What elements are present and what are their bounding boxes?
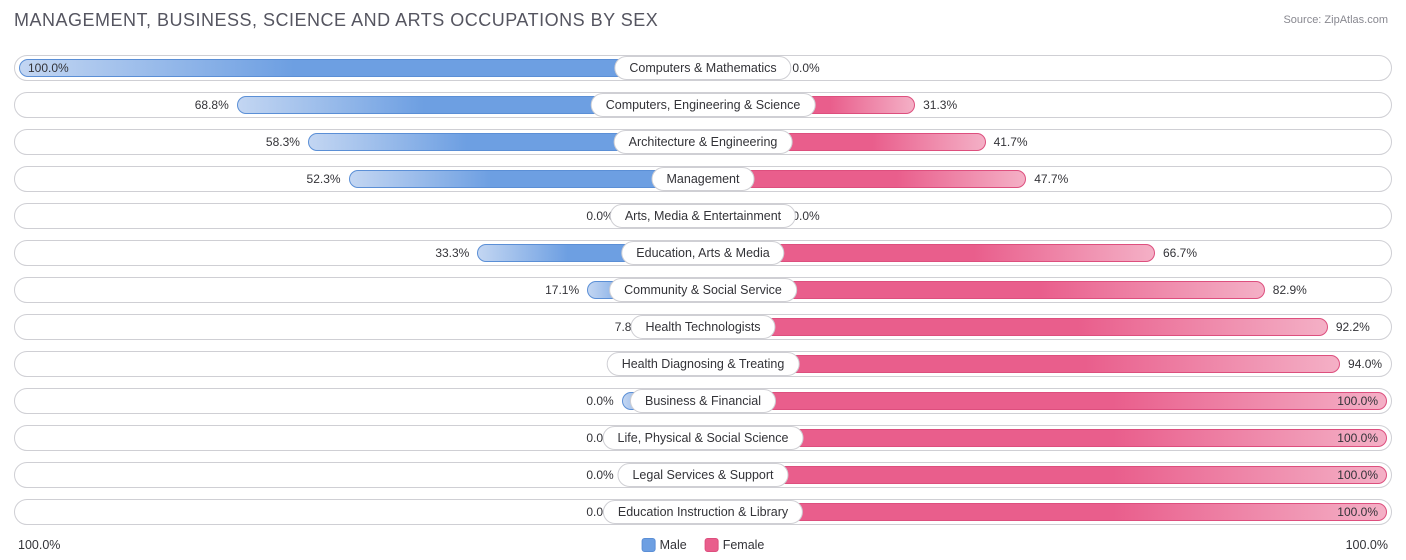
axis-right-label: 100.0% [1346,538,1388,552]
category-label: Computers, Engineering & Science [591,93,816,117]
male-value: 52.3% [307,172,341,186]
female-swatch [705,538,719,552]
female-half: 94.0% [703,352,1391,376]
diverging-bar-chart: 100.0%0.0%Computers & Mathematics68.8%31… [14,55,1392,525]
legend-female-label: Female [723,538,765,552]
male-half: 58.3% [15,130,703,154]
male-half: 7.8% [15,315,703,339]
chart-title: MANAGEMENT, BUSINESS, SCIENCE AND ARTS O… [14,10,1392,31]
male-value: 33.3% [435,246,469,260]
female-half: 100.0% [703,389,1391,413]
female-bar: 100.0% [703,392,1387,410]
female-value: 47.7% [1034,172,1068,186]
female-value: 66.7% [1163,246,1197,260]
category-label: Education, Arts & Media [621,241,784,265]
axis-left-label: 100.0% [18,538,60,552]
female-bar: 100.0% [703,503,1387,521]
female-value: 94.0% [1348,357,1382,371]
category-label: Community & Social Service [609,278,797,302]
male-half: 52.3% [15,167,703,191]
male-value: 0.0% [586,394,613,408]
male-value: 68.8% [195,98,229,112]
male-value: 100.0% [28,61,69,75]
category-label: Education Instruction & Library [603,500,803,524]
male-swatch [642,538,656,552]
chart-row: 100.0% 0.0%Computers & Mathematics [14,55,1392,81]
female-value: 41.7% [994,135,1028,149]
male-half: 33.3% [15,241,703,265]
chart-row: 58.3% 41.7% Architecture & Engineering [14,129,1392,155]
male-half: 0.0% [15,204,703,228]
category-label: Business & Financial [630,389,776,413]
male-half: 17.1% [15,278,703,302]
legend-male: Male [642,538,687,552]
male-half: 6.0% [15,352,703,376]
male-half: 0.0% [15,389,703,413]
female-value: 100.0% [1337,505,1378,519]
female-value: 100.0% [1337,468,1378,482]
chart-row: 0.0% 100.0% Education Instruction & Librar… [14,499,1392,525]
legend-male-label: Male [660,538,687,552]
legend: Male Female [642,538,765,552]
chart-row: 17.1% 82.9% Community & Social Service [14,277,1392,303]
chart-footer: 100.0% Male Female 100.0% [14,536,1392,560]
male-half: 0.0% [15,500,703,524]
male-half: 0.0% [15,426,703,450]
female-half: 0.0% [703,204,1391,228]
male-half: 100.0% [15,56,703,80]
chart-row: 7.8% 92.2% Health Technologists [14,314,1392,340]
female-half: 82.9% [703,278,1391,302]
chart-row: 0.0% 0.0%Arts, Media & Entertainment [14,203,1392,229]
category-label: Legal Services & Support [617,463,788,487]
category-label: Computers & Mathematics [614,56,791,80]
female-value: 0.0% [792,209,819,223]
female-half: 100.0% [703,426,1391,450]
chart-source: Source: ZipAtlas.com [1283,14,1388,26]
male-value: 58.3% [266,135,300,149]
chart-row: 0.0% 100.0% Business & Financial [14,388,1392,414]
female-half: 41.7% [703,130,1391,154]
category-label: Health Technologists [630,315,775,339]
category-label: Architecture & Engineering [614,130,793,154]
female-half: 92.2% [703,315,1391,339]
female-half: 100.0% [703,500,1391,524]
female-value: 31.3% [923,98,957,112]
chart-row: 52.3% 47.7% Management [14,166,1392,192]
female-value: 82.9% [1273,283,1307,297]
female-bar: 100.0% [703,466,1387,484]
male-half: 0.0% [15,463,703,487]
female-value: 92.2% [1336,320,1370,334]
source-name: ZipAtlas.com [1324,14,1388,26]
female-half: 0.0% [703,56,1391,80]
category-label: Health Diagnosing & Treating [607,352,800,376]
chart-row: 0.0% 100.0% Legal Services & Support [14,462,1392,488]
category-label: Life, Physical & Social Science [603,426,804,450]
male-bar: 100.0% [19,59,703,77]
female-half: 100.0% [703,463,1391,487]
female-half: 66.7% [703,241,1391,265]
female-value: 0.0% [792,61,819,75]
female-value: 100.0% [1337,394,1378,408]
male-value: 17.1% [545,283,579,297]
chart-row: 6.0% 94.0% Health Diagnosing & Treating [14,351,1392,377]
category-label: Management [652,167,755,191]
chart-row: 33.3% 66.7% Education, Arts & Media [14,240,1392,266]
male-bar [349,170,703,188]
category-label: Arts, Media & Entertainment [610,204,796,228]
female-value: 100.0% [1337,431,1378,445]
female-bar [703,318,1328,336]
female-bar: 100.0% [703,429,1387,447]
chart-row: 68.8% 31.3% Computers, Engineering & Scien… [14,92,1392,118]
female-half: 47.7% [703,167,1391,191]
legend-female: Female [705,538,765,552]
male-value: 0.0% [586,468,613,482]
source-prefix: Source: [1283,14,1324,26]
chart-row: 0.0% 100.0% Life, Physical & Social Scienc… [14,425,1392,451]
